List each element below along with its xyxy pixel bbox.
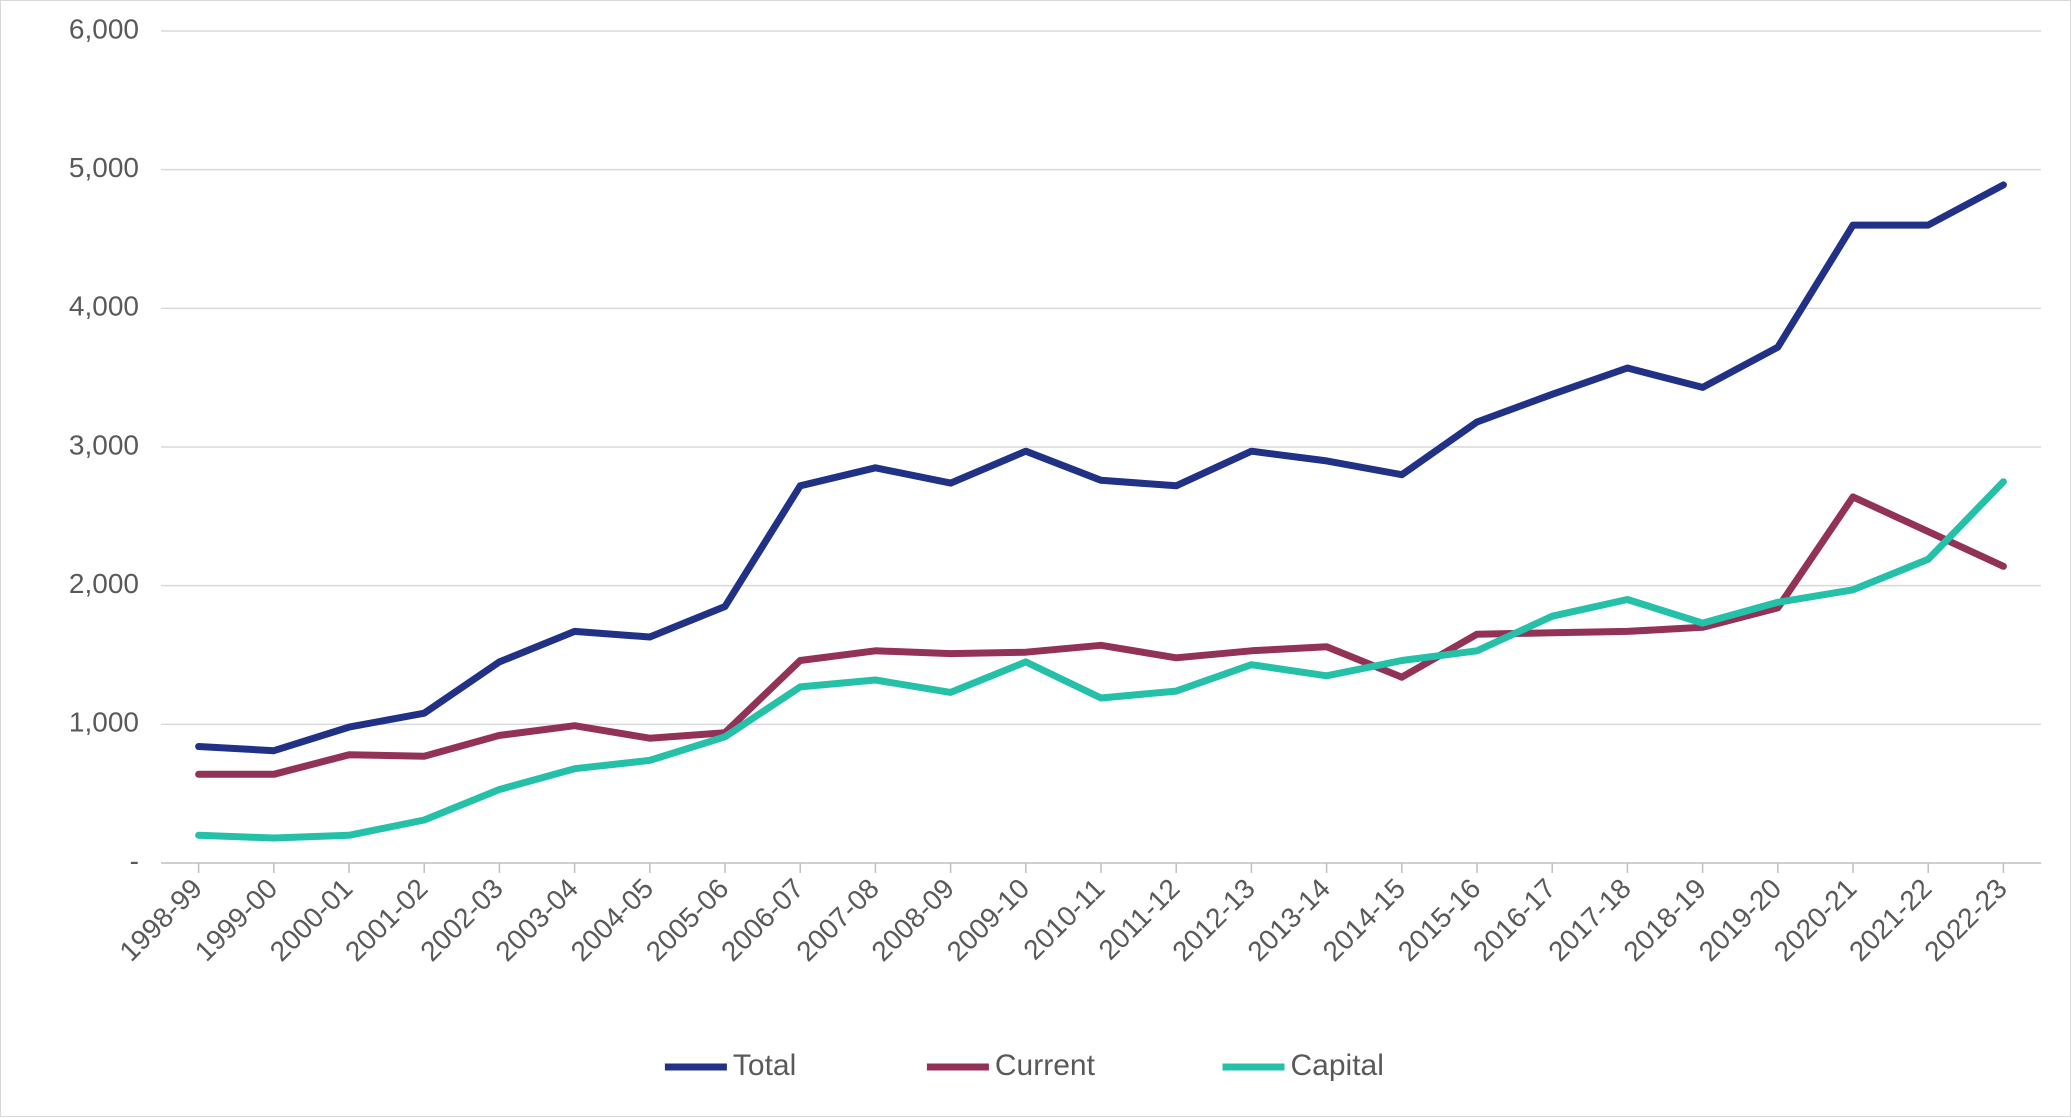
x-tick-label: 2005-06 xyxy=(640,873,735,968)
x-tick-label: 2017-18 xyxy=(1542,873,1637,968)
x-tick-label: 2002-03 xyxy=(414,873,509,968)
x-tick-label: 2019-20 xyxy=(1693,873,1788,968)
x-tick-label: 2003-04 xyxy=(489,873,584,968)
x-tick-label: 1999-00 xyxy=(189,873,284,968)
x-tick-label: 2006-07 xyxy=(715,873,810,968)
x-tick-label: 2010-11 xyxy=(1017,873,1110,966)
x-axis: 1998-991999-002000-012001-022002-032003-… xyxy=(113,863,2012,967)
y-tick-label: 4,000 xyxy=(69,291,139,322)
legend: Total Current Capital xyxy=(665,1049,1384,1082)
x-tick-label: 2016-17 xyxy=(1467,873,1562,968)
gridlines: - 1,000 2,000 3,000 4,000 5,000 6,000 xyxy=(69,13,2041,876)
series-capital xyxy=(199,482,2004,838)
line-chart: - 1,000 2,000 3,000 4,000 5,000 6,000 1998-9919… xyxy=(0,0,2071,1117)
series-total xyxy=(199,185,2004,751)
x-tick-label: 2022-23 xyxy=(1918,873,2013,968)
y-tick-label: 2,000 xyxy=(69,568,139,599)
x-tick-label: 2001-02 xyxy=(339,873,434,968)
x-tick-label: 2018-19 xyxy=(1617,873,1712,968)
y-tick-label: 3,000 xyxy=(69,429,139,460)
x-tick-label: 2007-08 xyxy=(790,873,885,968)
x-tick-label: 2004-05 xyxy=(565,873,660,968)
x-tick-label: 2020-21 xyxy=(1768,873,1863,968)
series-group xyxy=(199,185,2004,838)
x-tick-label: 2009-10 xyxy=(941,873,1036,968)
y-tick-label: 5,000 xyxy=(69,152,139,183)
x-tick-label: 2015-16 xyxy=(1392,873,1487,968)
y-tick-label: - xyxy=(130,845,139,876)
x-tick-label: 2012-13 xyxy=(1166,873,1261,968)
x-tick-label: 1998-99 xyxy=(113,873,208,968)
chart-svg: - 1,000 2,000 3,000 4,000 5,000 6,000 1998-9919… xyxy=(1,1,2071,1118)
x-tick-label: 2000-01 xyxy=(264,873,359,968)
x-tick-label: 2013-14 xyxy=(1241,873,1336,968)
x-tick-label: 2014-15 xyxy=(1317,873,1412,968)
legend-label: Total xyxy=(733,1049,796,1082)
legend-label: Current xyxy=(995,1049,1096,1082)
y-tick-label: 1,000 xyxy=(69,707,139,738)
y-tick-label: 6,000 xyxy=(69,13,139,44)
x-tick-label: 2008-09 xyxy=(865,873,960,968)
legend-label: Capital xyxy=(1291,1049,1384,1082)
x-tick-label: 2021-22 xyxy=(1843,873,1938,968)
series-current xyxy=(199,497,2004,774)
